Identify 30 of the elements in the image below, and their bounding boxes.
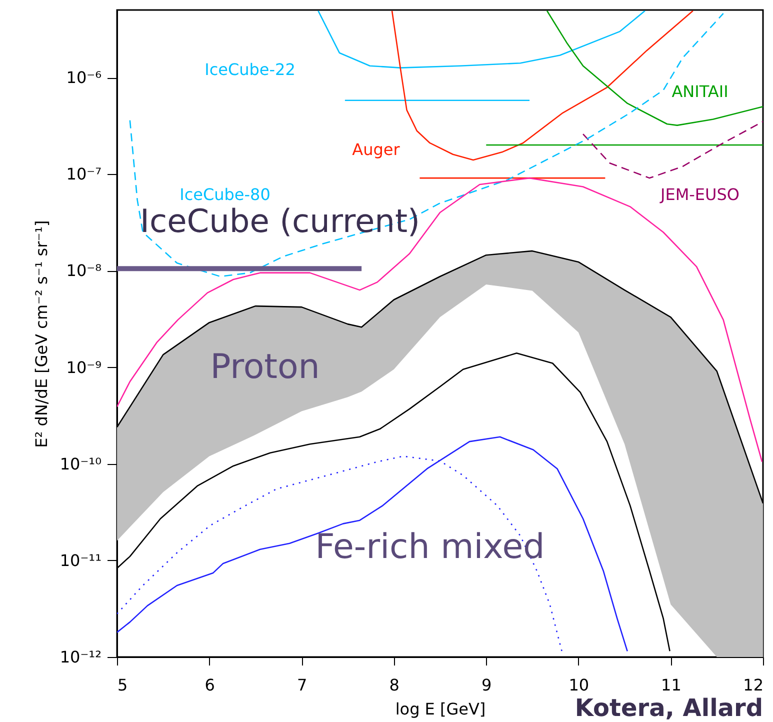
series-label: Auger [352,140,400,159]
text: IceCube-80 [180,185,270,204]
x-tick-label: 7 [296,676,308,694]
y-tick-label: 10⁻¹¹ [60,550,102,570]
line-series [117,177,763,462]
y-axis-title: E² dN/dE [GeV cm⁻² s⁻¹ sr⁻¹] [32,220,51,448]
series-label: JEM-EUSO [660,185,740,204]
text: Kotera, Allard [574,694,763,722]
line-series [318,10,646,68]
x-axis-title: log E [GeV] [395,700,486,718]
line-series [546,10,763,126]
y-tick-label: 10⁻⁶ [66,68,102,88]
x-tick-label: 8 [389,676,400,694]
x-tick-label: 9 [482,676,492,694]
x-tick-label: 5 [118,676,128,694]
annotation: Fe-rich mixed [315,527,545,567]
y-tick-label: 10⁻¹² [60,648,102,666]
line-series [117,436,628,652]
x-tick-label: 11 [661,676,682,694]
x-tick-label: 10 [568,676,590,694]
y-tick-label: 10⁻¹⁰ [60,454,102,474]
y-tick-label: 10⁻⁹ [66,358,102,377]
series-label: ANITAII [672,82,728,101]
text: IceCube-22 [204,60,296,79]
line-series [582,120,763,179]
y-tick-label: 10⁻⁸ [66,261,102,280]
x-tick-label: 6 [204,676,215,694]
x-tick-label: 12 [743,676,764,694]
y-tick-label: 10⁻⁷ [66,164,102,184]
annotation: Proton [210,347,320,387]
